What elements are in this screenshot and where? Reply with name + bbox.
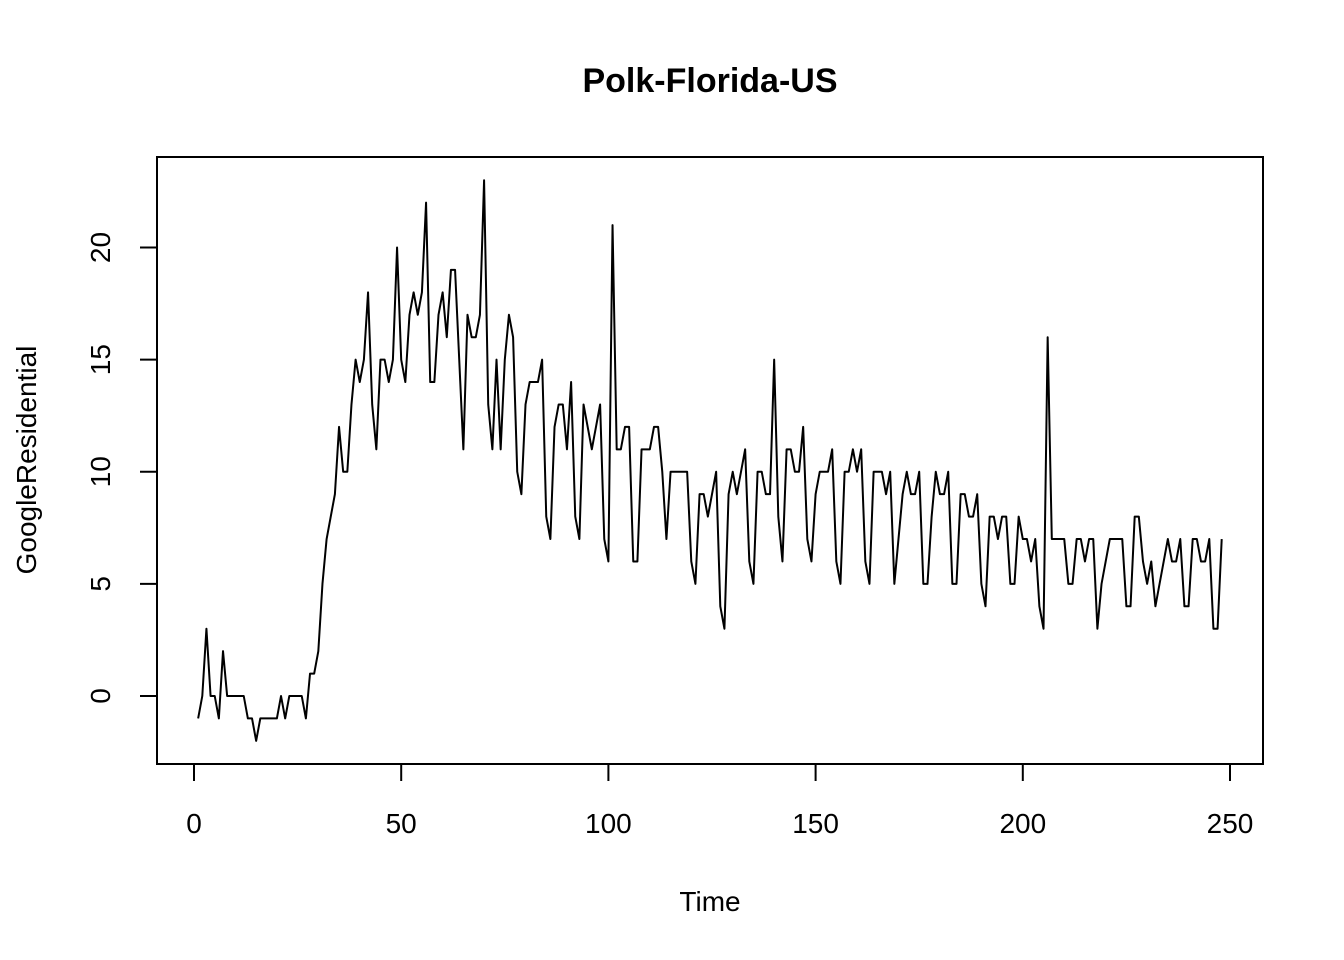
chart-title: Polk-Florida-US: [582, 62, 837, 100]
y-axis: 0 5 10 15 20: [85, 232, 158, 704]
x-tick-label: 200: [999, 808, 1046, 839]
x-tick-label: 150: [792, 808, 839, 839]
y-axis-label: GoogleResidential: [11, 346, 42, 575]
series-line: [197, 179, 1223, 742]
x-tick-label: 100: [585, 808, 632, 839]
y-tick-label: 15: [85, 344, 116, 375]
y-tick-label: 0: [85, 688, 116, 704]
y-tick-label: 5: [85, 576, 116, 592]
y-tick-label: 20: [85, 232, 116, 263]
x-tick-label: 250: [1207, 808, 1254, 839]
y-tick-label: 10: [85, 456, 116, 487]
x-tick-label: 0: [186, 808, 202, 839]
x-axis-label: Time: [679, 886, 740, 917]
x-tick-label: 50: [386, 808, 417, 839]
plot-frame: [156, 156, 1264, 765]
x-axis: 0 50 100 150 200 250: [186, 763, 1254, 839]
